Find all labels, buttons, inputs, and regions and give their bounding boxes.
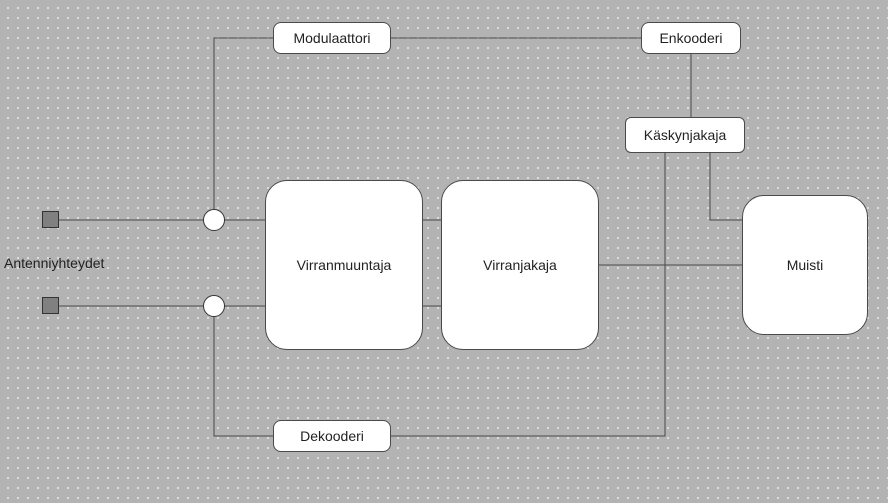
node-modulaattori: Modulaattori — [273, 22, 391, 54]
label-antenniyhteydet: Antenniyhteydet — [4, 255, 104, 271]
node-kaskynjakaja: Käskynjakaja — [625, 117, 745, 153]
node-dekooderi: Dekooderi — [273, 420, 391, 452]
node-label: Käskynjakaja — [644, 127, 727, 143]
antenna-port-top — [42, 211, 59, 228]
node-label: Dekooderi — [300, 428, 364, 444]
node-virranjakaja: Virranjakaja — [441, 180, 599, 350]
node-muisti: Muisti — [742, 195, 868, 335]
node-label: Modulaattori — [293, 30, 370, 46]
node-label: Virranjakaja — [483, 257, 557, 273]
node-label: Virranmuuntaja — [297, 257, 392, 273]
diagram-canvas: Modulaattori Enkooderi Käskynjakaja Virr… — [0, 0, 888, 503]
node-enkooderi: Enkooderi — [641, 22, 741, 54]
junction-top — [203, 209, 225, 231]
node-label: Muisti — [787, 257, 824, 273]
label-text: Antenniyhteydet — [4, 255, 104, 271]
antenna-port-bottom — [42, 297, 59, 314]
node-virranmuuntaja: Virranmuuntaja — [265, 180, 423, 350]
junction-bottom — [203, 295, 225, 317]
node-label: Enkooderi — [659, 30, 722, 46]
